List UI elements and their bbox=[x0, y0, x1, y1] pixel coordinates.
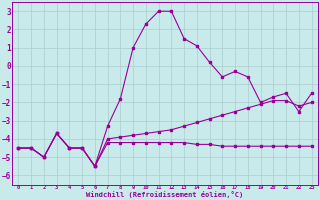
X-axis label: Windchill (Refroidissement éolien,°C): Windchill (Refroidissement éolien,°C) bbox=[86, 191, 244, 198]
